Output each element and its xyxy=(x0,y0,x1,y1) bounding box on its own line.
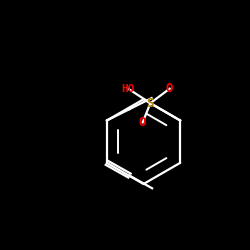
Text: O: O xyxy=(139,116,146,129)
Text: HO: HO xyxy=(122,84,135,94)
Text: O: O xyxy=(166,82,173,95)
Text: S: S xyxy=(146,97,154,110)
